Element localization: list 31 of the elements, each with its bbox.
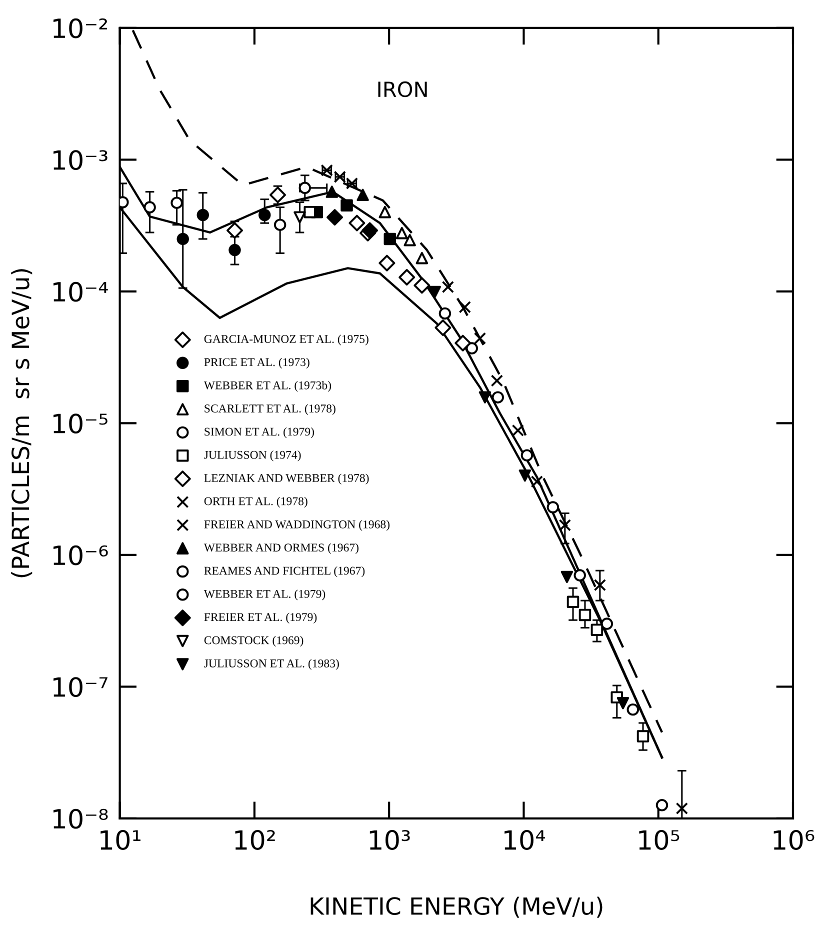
legend-label: SCARLETT ET AL. (1978)	[204, 404, 336, 415]
legend-label: FREIER AND WADDINGTON (1968)	[204, 520, 390, 531]
y-tick-label: 10⁻⁶	[54, 545, 108, 566]
x-tick-label: 10⁶	[774, 830, 814, 850]
y-tick-label: 10⁻⁵	[54, 414, 108, 434]
y-axis-title: (PARTICLES/m sr s MeV/u)	[11, 269, 32, 578]
legend-label: ORTH ET AL. (1978)	[204, 496, 308, 508]
legend-label: LEZNIAK AND WEBBER (1978)	[204, 474, 369, 484]
x-tick-label: 10⁵	[639, 830, 680, 850]
legend-label: COMSTOCK (1969)	[204, 636, 304, 647]
text: IRON	[378, 81, 427, 98]
x-tick-label: 10¹	[100, 830, 140, 850]
legend-label: WEBBER ET AL. (1979)	[204, 590, 326, 600]
legend-label: JULIUSSON (1974)	[204, 450, 301, 462]
x-axis-title: KINETIC ENERGY (MeV/u)	[310, 896, 602, 918]
x-tick-label: 10⁴	[504, 830, 545, 850]
legend-label: PRICE ET AL. (1973)	[204, 358, 310, 369]
y-tick-label: 10⁻²	[54, 18, 108, 38]
legend-label: FREIER ET AL. (1979)	[204, 612, 317, 624]
legend-label: JULIUSSON ET AL. (1983)	[204, 659, 339, 670]
x-tick-label: 10³	[370, 830, 410, 850]
y-tick-label: 10⁻⁸	[54, 808, 108, 829]
legend-label: REAMES AND FICHTEL (1967)	[204, 566, 365, 578]
legend-label: GARCIA-MUNOZ ET AL. (1975)	[204, 334, 368, 346]
y-tick-label: 10⁻³	[54, 150, 108, 170]
y-tick-label: 10⁻⁷	[54, 677, 108, 698]
x-tick-label: 10²	[235, 830, 275, 850]
y-tick-label: 10⁻⁴	[54, 282, 108, 302]
legend-label: WEBBER AND ORMES (1967)	[204, 543, 358, 554]
legend-label: SIMON ET AL. (1979)	[204, 427, 314, 438]
legend-label: WEBBER ET AL. (1973b)	[204, 381, 332, 392]
